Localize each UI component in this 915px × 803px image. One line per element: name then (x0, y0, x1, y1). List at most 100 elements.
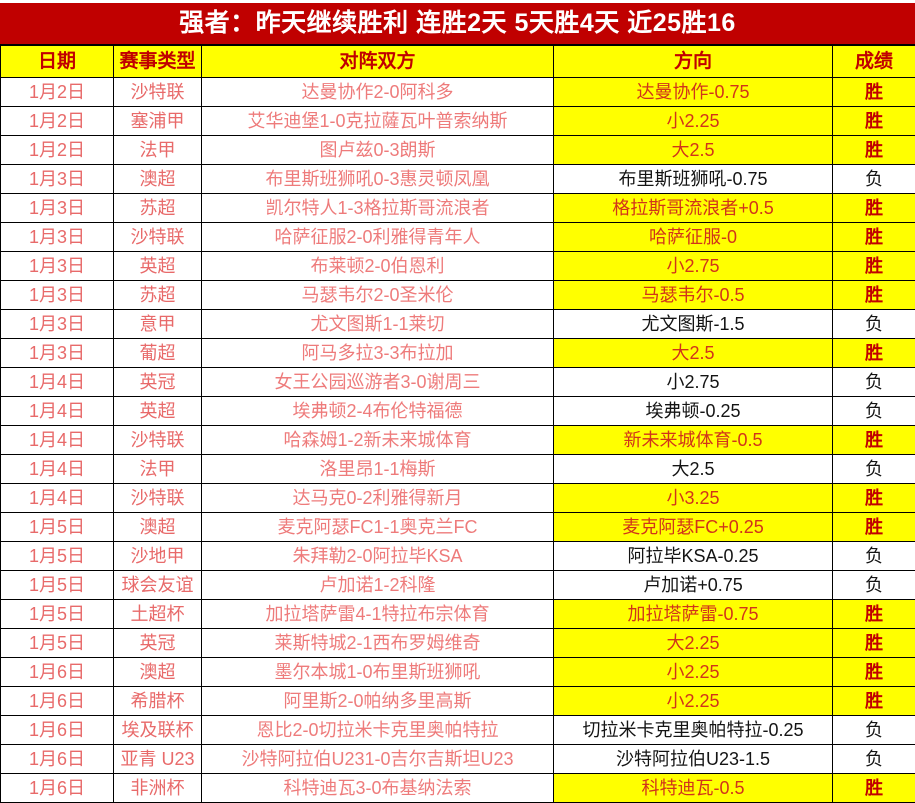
cell-date: 1月5日 (1, 542, 114, 571)
spreadsheet-view: 强者：昨天继续胜利 连胜2天 5天胜4天 近25胜16 日期 赛事类型 对阵双方… (0, 0, 915, 777)
cell-result: 胜 (833, 194, 915, 223)
cell-date: 1月4日 (1, 484, 114, 513)
cell-direction: 大2.5 (554, 339, 833, 368)
cell-league: 土超杯 (114, 600, 202, 629)
cell-result: 胜 (833, 600, 915, 629)
cell-result: 胜 (833, 252, 915, 281)
cell-date: 1月5日 (1, 600, 114, 629)
cell-direction: 大2.5 (554, 136, 833, 165)
cell-direction: 小3.25 (554, 484, 833, 513)
cell-league: 非洲杯 (114, 774, 202, 803)
cell-date: 1月6日 (1, 658, 114, 687)
cell-direction: 布里斯班狮吼-0.75 (554, 165, 833, 194)
cell-matchup: 加拉塔萨雷4-1特拉布宗体育 (202, 600, 554, 629)
cell-matchup: 卢加诺1-2科隆 (202, 571, 554, 600)
column-header-league: 赛事类型 (114, 45, 202, 78)
cell-result: 胜 (833, 78, 915, 107)
cell-direction: 卢加诺+0.75 (554, 571, 833, 600)
cell-direction: 小2.75 (554, 368, 833, 397)
cell-result: 胜 (833, 513, 915, 542)
page-title: 强者：昨天继续胜利 连胜2天 5天胜4天 近25胜16 (0, 3, 915, 44)
picks-table: 日期 赛事类型 对阵双方 方向 成绩 1月2日沙特联达曼协作2-0阿科多达曼协作… (0, 44, 915, 803)
cell-date: 1月3日 (1, 223, 114, 252)
cell-date: 1月6日 (1, 745, 114, 774)
cell-matchup: 凯尔特人1-3格拉斯哥流浪者 (202, 194, 554, 223)
cell-league: 沙特联 (114, 223, 202, 252)
cell-direction: 大2.5 (554, 455, 833, 484)
column-header-result: 成绩 (833, 45, 915, 78)
cell-date: 1月3日 (1, 339, 114, 368)
cell-result: 负 (833, 310, 915, 339)
cell-date: 1月3日 (1, 194, 114, 223)
cell-matchup: 洛里昂1-1梅斯 (202, 455, 554, 484)
cell-direction: 切拉米卡克里奥帕特拉-0.25 (554, 716, 833, 745)
cell-league: 意甲 (114, 310, 202, 339)
cell-league: 法甲 (114, 455, 202, 484)
cell-league: 亚青 U23 (114, 745, 202, 774)
cell-result: 负 (833, 455, 915, 484)
cell-date: 1月3日 (1, 252, 114, 281)
cell-date: 1月2日 (1, 78, 114, 107)
cell-direction: 新未来城体育-0.5 (554, 426, 833, 455)
cell-date: 1月6日 (1, 774, 114, 803)
cell-direction: 麦克阿瑟FC+0.25 (554, 513, 833, 542)
cell-direction: 小2.75 (554, 252, 833, 281)
cell-league: 塞浦甲 (114, 107, 202, 136)
cell-result: 胜 (833, 484, 915, 513)
cell-matchup: 马瑟韦尔2-0圣米伦 (202, 281, 554, 310)
cell-league: 英冠 (114, 629, 202, 658)
cell-matchup: 图卢兹0-3朗斯 (202, 136, 554, 165)
cell-matchup: 布里斯班狮吼0-3惠灵顿凤凰 (202, 165, 554, 194)
cell-result: 胜 (833, 136, 915, 165)
cell-date: 1月6日 (1, 716, 114, 745)
cell-league: 沙地甲 (114, 542, 202, 571)
cell-date: 1月4日 (1, 368, 114, 397)
table-header: 日期 赛事类型 对阵双方 方向 成绩 (1, 45, 915, 78)
cell-league: 沙特联 (114, 78, 202, 107)
cell-date: 1月3日 (1, 165, 114, 194)
cell-league: 葡超 (114, 339, 202, 368)
cell-matchup: 麦克阿瑟FC1-1奥克兰FC (202, 513, 554, 542)
cell-date: 1月5日 (1, 629, 114, 658)
cell-result: 负 (833, 542, 915, 571)
column-header-direction: 方向 (554, 45, 833, 78)
cell-matchup: 达曼协作2-0阿科多 (202, 78, 554, 107)
cell-direction: 沙特阿拉伯U23-1.5 (554, 745, 833, 774)
cell-date: 1月6日 (1, 687, 114, 716)
cell-matchup: 恩比2-0切拉米卡克里奥帕特拉 (202, 716, 554, 745)
cell-league: 希腊杯 (114, 687, 202, 716)
cell-league: 澳超 (114, 658, 202, 687)
cell-matchup: 达马克0-2利雅得新月 (202, 484, 554, 513)
cell-direction: 大2.25 (554, 629, 833, 658)
cell-matchup: 莱斯特城2-1西布罗姆维奇 (202, 629, 554, 658)
cell-league: 球会友谊 (114, 571, 202, 600)
header-row: 日期 赛事类型 对阵双方 方向 成绩 (1, 45, 915, 78)
cell-result: 胜 (833, 281, 915, 310)
cell-result: 胜 (833, 426, 915, 455)
cell-result: 胜 (833, 687, 915, 716)
cell-matchup: 埃弗顿2-4布伦特福德 (202, 397, 554, 426)
cell-date: 1月5日 (1, 571, 114, 600)
cell-matchup: 朱拜勒2-0阿拉毕KSA (202, 542, 554, 571)
cell-direction: 科特迪瓦-0.5 (554, 774, 833, 803)
cell-league: 法甲 (114, 136, 202, 165)
cell-league: 苏超 (114, 194, 202, 223)
